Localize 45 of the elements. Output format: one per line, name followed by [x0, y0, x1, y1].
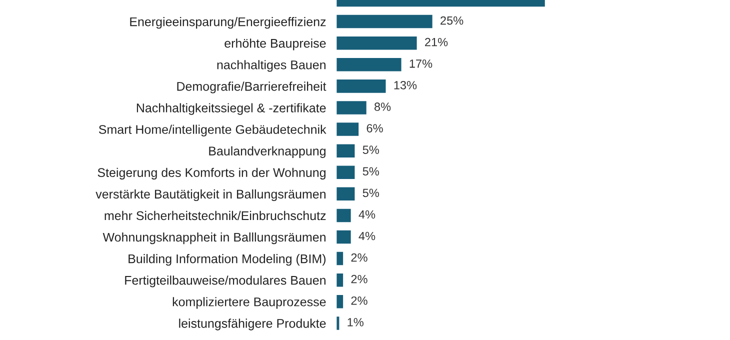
- y-tick-label: verstärkte Bautätigkeit in Ballungsräumen: [96, 189, 326, 202]
- bar: [336, 228, 352, 246]
- bar: [336, 164, 356, 180]
- bar: [336, 294, 344, 310]
- y-tick-label: Baulandverknappung: [209, 146, 326, 158]
- data-label: 1%: [348, 318, 364, 326]
- data-label: 5%: [362, 167, 379, 176]
- data-label: 5%: [362, 188, 379, 198]
- bar: [336, 250, 344, 267]
- bar: [336, 272, 344, 288]
- data-label: 2%: [351, 274, 368, 284]
- data-label: 25%: [440, 16, 464, 25]
- y-tick-label: Building Information Modeling (BIM): [128, 254, 326, 266]
- bar: [336, 142, 356, 159]
- data-label: 4%: [358, 232, 376, 240]
- y-tick-label: Wohnungsknappheit in Balllungsräumen: [102, 232, 326, 244]
- data-label: 17%: [410, 60, 432, 68]
- data-label: 21%: [425, 38, 448, 46]
- bar: [336, 186, 356, 202]
- bar: [336, 100, 368, 116]
- data-label: 4%: [358, 210, 376, 219]
- data-label: 5%: [362, 146, 379, 154]
- bar: [336, 121, 360, 138]
- bar: [336, 315, 341, 332]
- bar: [336, 78, 388, 94]
- y-tick-label: erhöhte Baupreise: [224, 38, 326, 50]
- data-label: 2%: [351, 296, 368, 305]
- data-label: 6%: [366, 124, 383, 132]
- y-tick-label: Energieeinsparung/Energieeffizienz: [130, 17, 326, 29]
- bar: [336, 14, 434, 30]
- data-label: 13%: [394, 80, 417, 90]
- y-tick-label: leistungsfähigere Produkte: [179, 318, 326, 330]
- data-label: 2%: [351, 253, 368, 262]
- y-tick-label: Nachhaltigkeitssiegel & -zertifikate: [136, 103, 326, 115]
- y-tick-label: Demografie/Barrierefreiheit: [177, 82, 326, 94]
- bar: [336, 207, 352, 224]
- y-tick-label: kompliziertere Bauprozesse: [172, 297, 326, 309]
- y-tick-label: Fertigteilbauweise/modulares Bauen: [125, 276, 326, 288]
- y-tick-label: Smart Home/intelligente Gebäudetechnik: [98, 124, 326, 136]
- y-tick-label: mehr Sicherheitstechnik/Einbruchschutz: [104, 210, 326, 220]
- bar: [336, 35, 418, 52]
- y-tick-label: Steigerung des Komforts in der Wohnung: [98, 168, 326, 180]
- bar: [336, 56, 403, 73]
- data-label: 8%: [374, 102, 391, 111]
- y-tick-label: nachhaltiges Bauen: [217, 60, 326, 72]
